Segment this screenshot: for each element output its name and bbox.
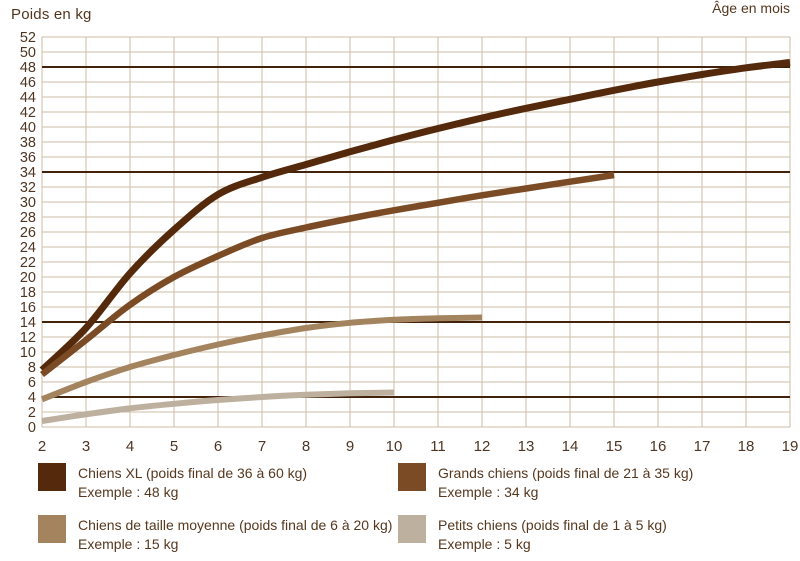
x-tick-label: 5 <box>170 438 178 455</box>
reference-lines <box>42 66 790 398</box>
x-tick-label: 10 <box>386 438 403 455</box>
y-tick-label: 24 <box>20 240 36 256</box>
legend-example: Exemple : 5 kg <box>438 536 531 552</box>
y-tick-label: 22 <box>20 255 36 271</box>
y-tick-label: 42 <box>20 105 36 121</box>
y-tick-label: 52 <box>20 30 36 46</box>
y-tick-label: 4 <box>28 390 36 406</box>
legend-example: Exemple : 48 kg <box>78 484 179 500</box>
x-tick-label: 6 <box>214 438 222 455</box>
x-axis-ticks: 2 3 4 5 6 7 8 9 10 11 12 13 14 15 16 17 18 19 <box>38 438 799 455</box>
x-tick-label: 16 <box>650 438 667 455</box>
y-tick-label: 14 <box>20 315 36 331</box>
y-tick-label: 48 <box>20 60 36 76</box>
y-tick-label: 28 <box>20 210 36 226</box>
y-tick-label: 34 <box>20 165 36 181</box>
legend-example: Exemple : 15 kg <box>78 536 179 552</box>
legend-swatch-chiens-moyens <box>38 515 66 543</box>
x-tick-label: 17 <box>694 438 711 455</box>
legend-swatch-chiens-xl <box>38 463 66 491</box>
x-tick-label: 12 <box>474 438 491 455</box>
x-tick-label: 14 <box>562 438 579 455</box>
curve-petits-chiens <box>41 389 395 424</box>
x-tick-label: 13 <box>518 438 535 455</box>
y-tick-label: 40 <box>20 120 36 136</box>
legend-label: Chiens XL (poids final de 36 à 60 kg) <box>78 465 308 481</box>
growth-chart: 0246810121416182022242628303234363840424… <box>20 30 799 455</box>
legend-item-chiens-moyens: Chiens de taille moyenne (poids final de… <box>38 515 392 554</box>
y-tick-label: 20 <box>20 270 36 286</box>
x-tick-label: 18 <box>738 438 755 455</box>
y-tick-label: 10 <box>20 345 36 361</box>
legend-item-chiens-xl: Chiens XL (poids final de 36 à 60 kg) Ex… <box>38 463 307 502</box>
y-tick-label: 2 <box>28 405 36 421</box>
x-tick-label: 7 <box>258 438 266 455</box>
grid <box>41 36 791 428</box>
x-tick-label: 19 <box>782 438 799 455</box>
y-tick-label: 12 <box>20 330 36 346</box>
y-tick-label: 44 <box>20 90 36 106</box>
legend-example: Exemple : 34 kg <box>438 484 539 500</box>
y-tick-label: 18 <box>20 285 36 301</box>
legend-swatch-petits-chiens <box>398 515 426 543</box>
x-tick-label: 8 <box>302 438 310 455</box>
curve-grands-chiens <box>39 171 615 378</box>
y-tick-label: 32 <box>20 180 36 196</box>
legend-label: Chiens de taille moyenne (poids final de… <box>78 517 393 533</box>
y-tick-label: 30 <box>20 195 36 211</box>
x-tick-label: 2 <box>38 438 46 455</box>
y-tick-label: 16 <box>20 300 36 316</box>
x-tick-label: 9 <box>346 438 354 455</box>
legend-item-petits-chiens: Petits chiens (poids final de 1 à 5 kg) … <box>398 515 667 554</box>
y-tick-label: 50 <box>20 45 36 61</box>
y-tick-label: 0 <box>28 420 36 436</box>
y-tick-label: 38 <box>20 135 36 151</box>
y-tick-label: 8 <box>28 360 36 376</box>
curve-chiens-moyens <box>40 314 483 403</box>
legend-item-grands-chiens: Grands chiens (poids final de 21 à 35 kg… <box>398 463 693 502</box>
x-tick-label: 11 <box>430 438 446 455</box>
y-tick-label: 36 <box>20 150 36 166</box>
y-tick-label: 6 <box>28 375 36 391</box>
x-tick-label: 3 <box>82 438 90 455</box>
legend-label: Grands chiens (poids final de 21 à 35 kg… <box>438 465 694 481</box>
x-axis-title: Âge en mois <box>712 0 790 16</box>
y-tick-label: 26 <box>20 225 36 241</box>
legend-swatch-grands-chiens <box>398 463 426 491</box>
y-axis-ticks: 0246810121416182022242628303234363840424… <box>20 30 36 436</box>
curve-chiens-xl <box>39 59 791 373</box>
x-tick-label: 4 <box>126 438 134 455</box>
chart-title: Poids en kg <box>11 6 92 23</box>
x-tick-label: 15 <box>606 438 623 455</box>
legend-label: Petits chiens (poids final de 1 à 5 kg) <box>438 517 667 533</box>
y-tick-label: 46 <box>20 75 36 91</box>
